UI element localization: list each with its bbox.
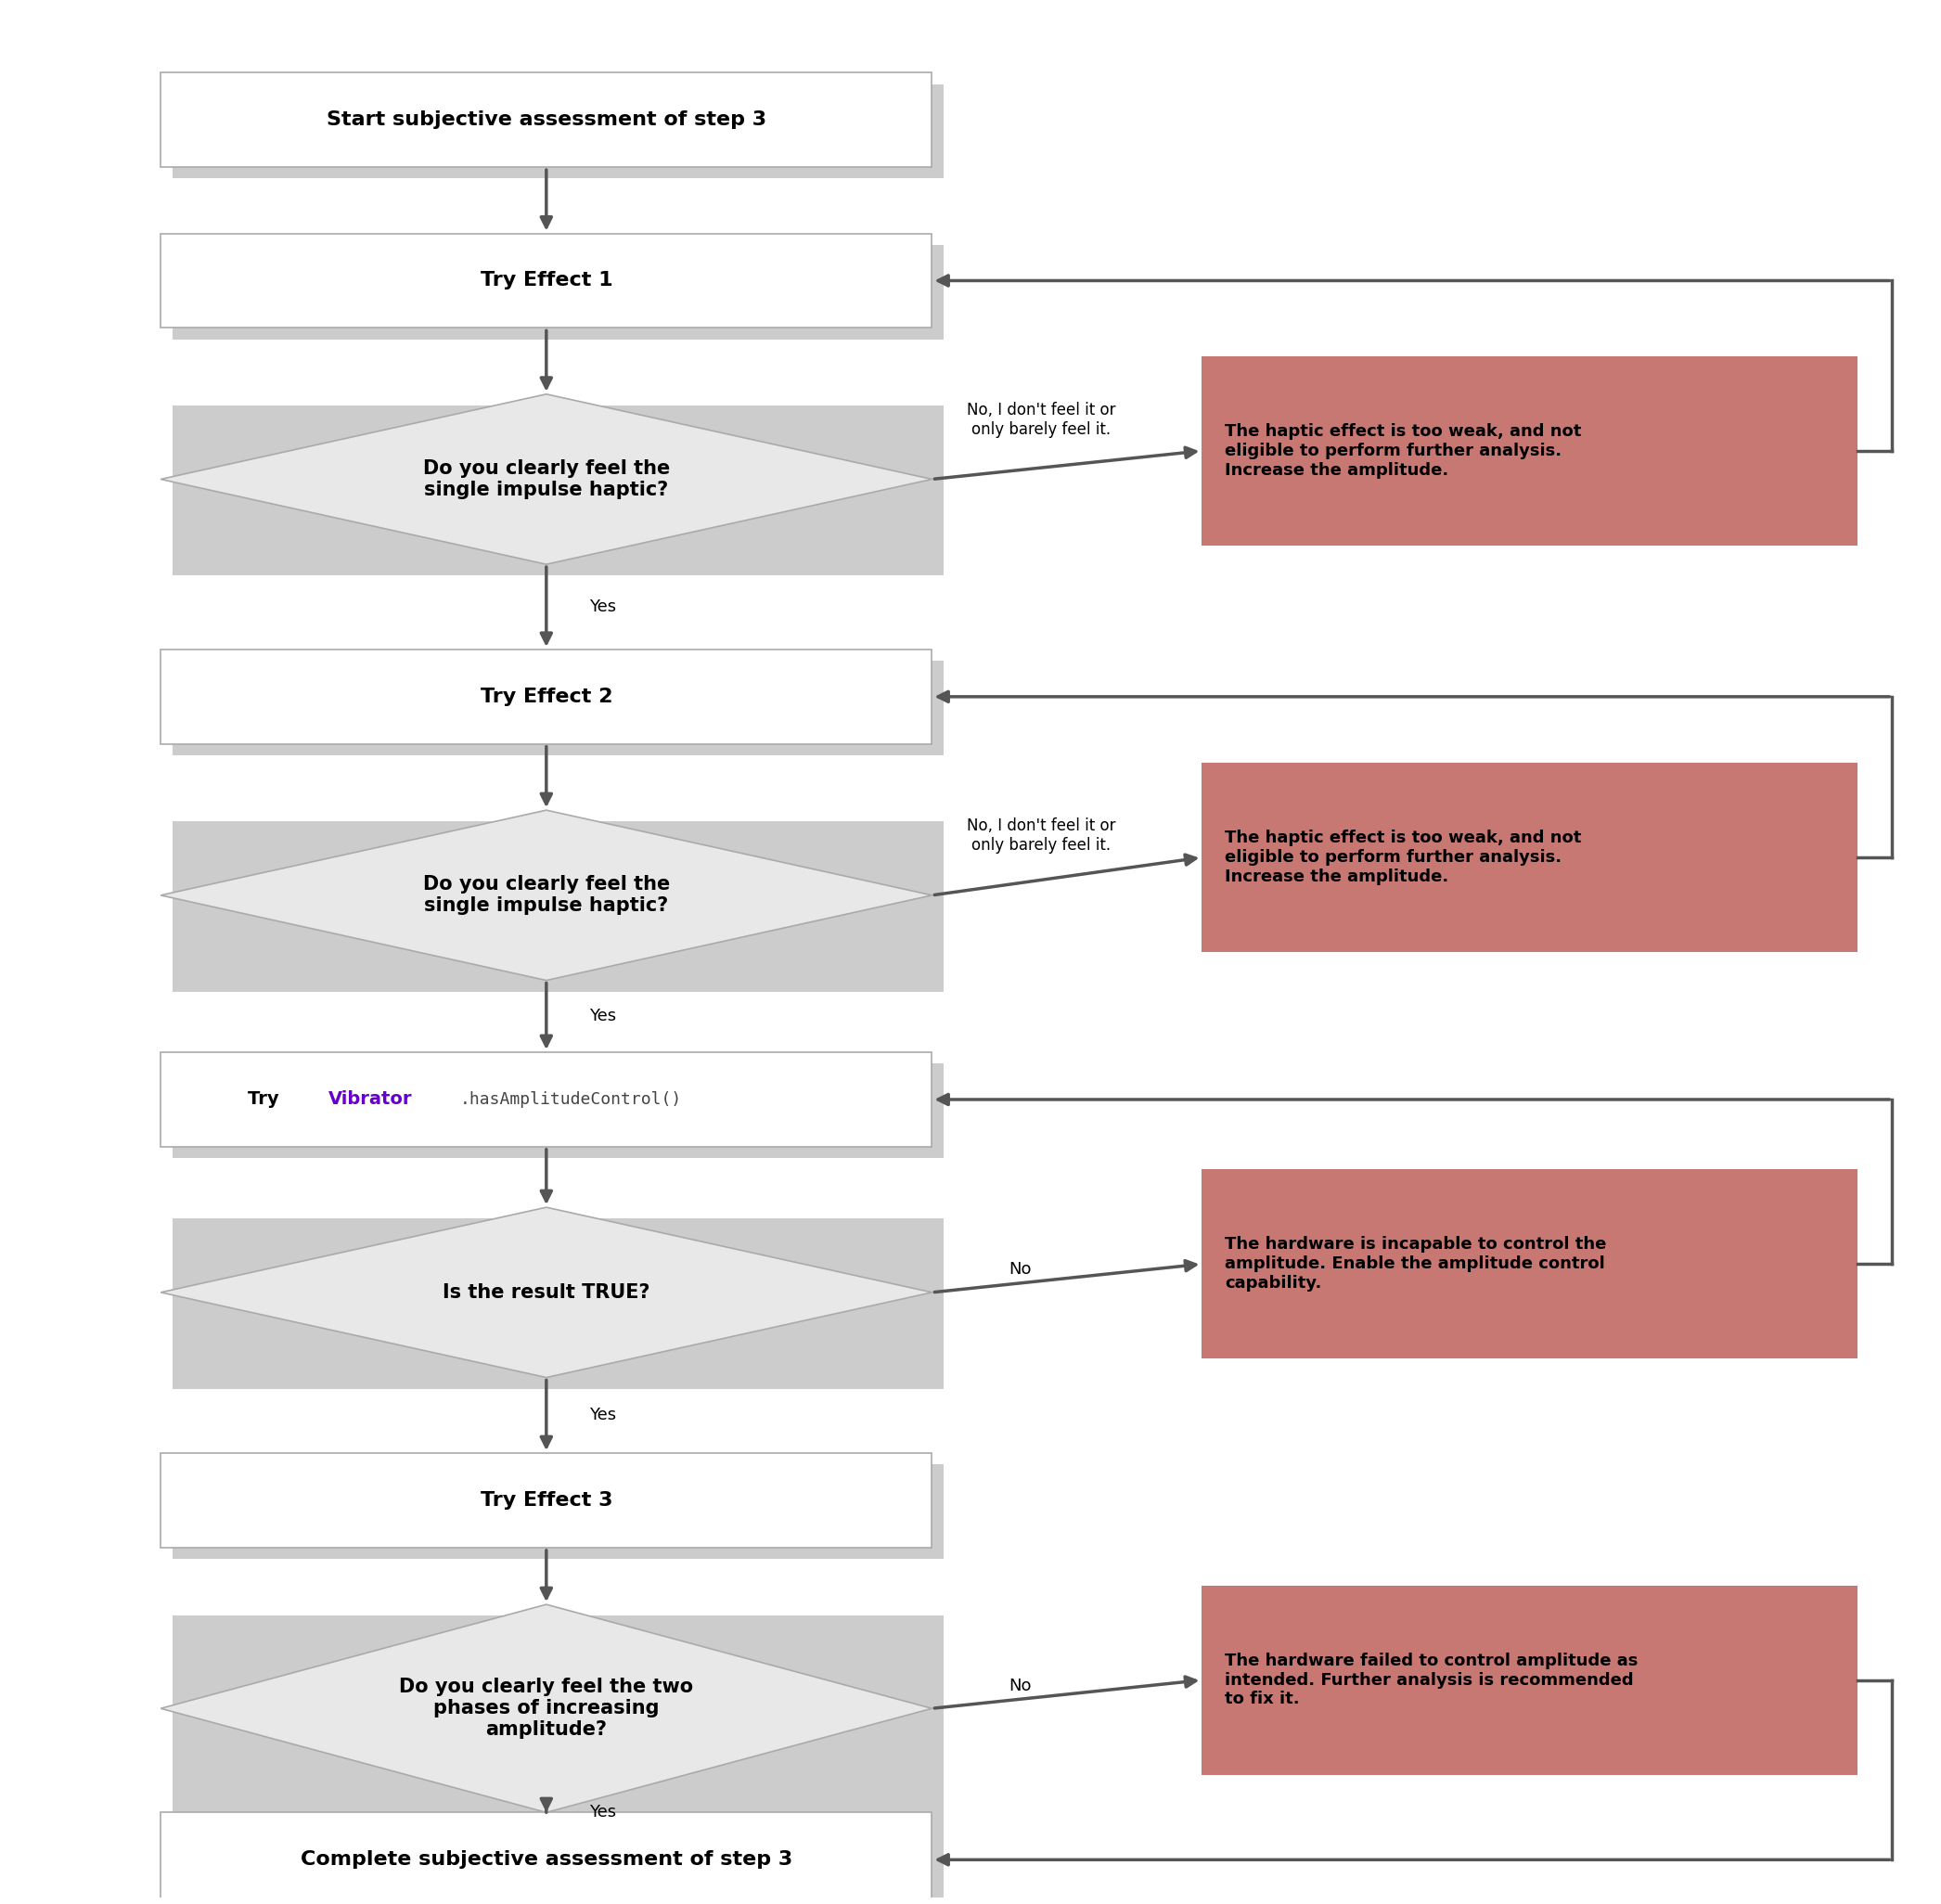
Text: Try: Try xyxy=(247,1091,285,1108)
FancyBboxPatch shape xyxy=(173,406,943,575)
FancyBboxPatch shape xyxy=(161,1053,932,1146)
Text: Try Effect 2: Try Effect 2 xyxy=(479,687,613,706)
FancyBboxPatch shape xyxy=(161,1813,932,1904)
FancyBboxPatch shape xyxy=(173,1616,943,1824)
FancyBboxPatch shape xyxy=(173,1464,943,1559)
Text: The haptic effect is too weak, and not
eligible to perform further analysis.
Inc: The haptic effect is too weak, and not e… xyxy=(1225,423,1582,478)
FancyBboxPatch shape xyxy=(1201,356,1858,545)
FancyBboxPatch shape xyxy=(173,661,943,756)
Text: Try Effect 3: Try Effect 3 xyxy=(479,1491,613,1510)
FancyBboxPatch shape xyxy=(173,821,943,992)
Polygon shape xyxy=(161,811,932,981)
Polygon shape xyxy=(161,394,932,564)
Polygon shape xyxy=(161,1605,932,1813)
Text: No, I don't feel it or
only barely feel it.: No, I don't feel it or only barely feel … xyxy=(967,817,1116,853)
Text: The hardware is incapable to control the
amplitude. Enable the amplitude control: The hardware is incapable to control the… xyxy=(1225,1236,1607,1291)
FancyBboxPatch shape xyxy=(161,234,932,327)
Text: The haptic effect is too weak, and not
eligible to perform further analysis.
Inc: The haptic effect is too weak, and not e… xyxy=(1225,830,1582,885)
Text: .hasAmplitudeControl(): .hasAmplitudeControl() xyxy=(460,1091,681,1108)
Text: Yes: Yes xyxy=(588,1805,615,1820)
Text: Is the result TRUE?: Is the result TRUE? xyxy=(443,1283,650,1302)
FancyBboxPatch shape xyxy=(161,72,932,168)
FancyBboxPatch shape xyxy=(173,1064,943,1158)
Text: Do you clearly feel the two
phases of increasing
amplitude?: Do you clearly feel the two phases of in… xyxy=(400,1677,693,1738)
FancyBboxPatch shape xyxy=(173,1219,943,1388)
Text: Vibrator: Vibrator xyxy=(328,1091,411,1108)
Text: Yes: Yes xyxy=(588,1007,615,1024)
Text: No: No xyxy=(1009,1260,1033,1278)
Text: Yes: Yes xyxy=(588,598,615,615)
Text: Do you clearly feel the
single impulse haptic?: Do you clearly feel the single impulse h… xyxy=(423,459,670,499)
Text: No: No xyxy=(1009,1677,1033,1695)
FancyBboxPatch shape xyxy=(1201,764,1858,952)
Text: Start subjective assessment of step 3: Start subjective assessment of step 3 xyxy=(326,110,767,129)
FancyBboxPatch shape xyxy=(173,246,943,339)
Text: Complete subjective assessment of step 3: Complete subjective assessment of step 3 xyxy=(301,1851,792,1870)
FancyBboxPatch shape xyxy=(173,1824,943,1904)
Text: The hardware failed to control amplitude as
intended. Further analysis is recomm: The hardware failed to control amplitude… xyxy=(1225,1653,1638,1708)
FancyBboxPatch shape xyxy=(173,84,943,179)
Text: Do you clearly feel the
single impulse haptic?: Do you clearly feel the single impulse h… xyxy=(423,876,670,916)
Text: No, I don't feel it or
only barely feel it.: No, I don't feel it or only barely feel … xyxy=(967,402,1116,438)
Text: Yes: Yes xyxy=(588,1407,615,1424)
Text: Try Effect 1: Try Effect 1 xyxy=(479,272,613,289)
FancyBboxPatch shape xyxy=(1201,1169,1858,1359)
FancyBboxPatch shape xyxy=(161,1453,932,1548)
FancyBboxPatch shape xyxy=(1201,1586,1858,1775)
Polygon shape xyxy=(161,1207,932,1377)
FancyBboxPatch shape xyxy=(161,649,932,744)
